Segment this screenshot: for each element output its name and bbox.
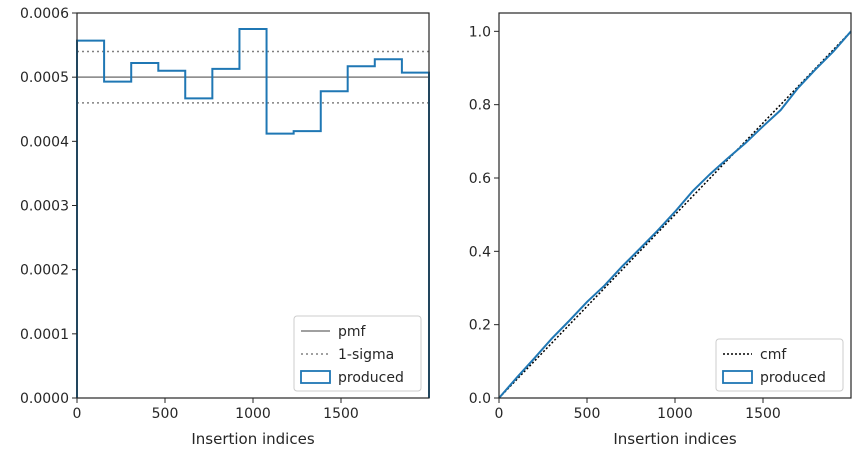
legend-box xyxy=(715,338,844,392)
produced-series xyxy=(498,30,852,399)
cmf-line xyxy=(498,30,852,399)
y-tick-label: 0.0006 xyxy=(20,6,69,22)
legend-swatch-produced xyxy=(300,370,331,384)
y-tick-label: 0.0003 xyxy=(20,199,69,215)
x-tick-label: 500 xyxy=(152,406,179,422)
produced-series xyxy=(76,28,430,398)
chart-panel-2: 0 500 1000 1500 0.0 0.2 0.4 0.6 0.8 1.0 Insertion … xyxy=(469,12,852,448)
y-tick-label: 0.0000 xyxy=(20,391,69,407)
y-tick-label: 0.4 xyxy=(469,244,491,260)
legend-label-1-sigma: 1-sigma xyxy=(338,347,394,363)
x-tick-label: 1000 xyxy=(235,406,271,422)
y-tick-label: 0.0004 xyxy=(20,134,69,150)
x-tick-label: 0 xyxy=(495,406,504,422)
y-tick-label: 0.0 xyxy=(469,391,491,407)
y-tick-label: 0.6 xyxy=(469,171,491,187)
y-tick-label: 0.8 xyxy=(469,98,491,114)
x-tick-label: 1500 xyxy=(323,406,359,422)
y-tick-label: 1.0 xyxy=(469,24,491,40)
legend-label-produced: produced xyxy=(760,370,826,386)
legend-box xyxy=(293,315,422,392)
legend-swatch-produced xyxy=(722,370,753,384)
legend-label-produced: produced xyxy=(338,370,404,386)
chart-panel-1: 0 500 1000 1500 0.0000 0.0001 0.0002 0.0003 0.00… xyxy=(20,6,430,448)
x-tick-label: 500 xyxy=(574,406,601,422)
x-axis-label: Insertion indices xyxy=(613,430,736,448)
y-tick-label: 0.0005 xyxy=(20,70,69,86)
x-tick-label: 0 xyxy=(73,406,82,422)
y-tick-label: 0.0001 xyxy=(20,327,69,343)
y-tick-label: 0.0002 xyxy=(20,263,69,279)
legend-label-cmf: cmf xyxy=(760,347,787,363)
y-tick-label: 0.2 xyxy=(469,318,491,334)
x-tick-label: 1000 xyxy=(657,406,693,422)
x-axis-label: Insertion indices xyxy=(191,430,314,448)
legend-label-pmf: pmf xyxy=(338,324,367,340)
legend: cmf produced xyxy=(715,338,844,392)
x-tick-label: 1500 xyxy=(745,406,781,422)
legend: pmf 1-sigma produced xyxy=(293,315,422,392)
